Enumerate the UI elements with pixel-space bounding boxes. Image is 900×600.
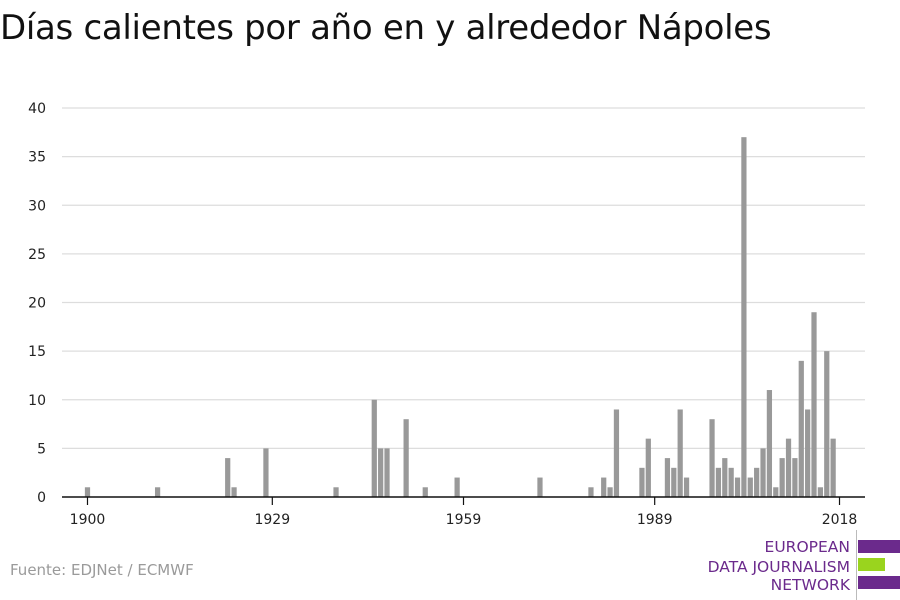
x-tick-label: 1989 xyxy=(637,512,673,528)
bar xyxy=(773,487,779,497)
bar xyxy=(798,360,804,497)
bar xyxy=(225,458,231,497)
bar xyxy=(454,477,460,497)
bar xyxy=(747,477,753,497)
x-tick-label: 1900 xyxy=(70,512,106,528)
y-tick-label: 5 xyxy=(37,441,46,457)
bar xyxy=(613,409,620,497)
bar xyxy=(741,137,747,498)
bar xyxy=(817,487,824,497)
logo-bar-top xyxy=(858,540,900,553)
gridlines xyxy=(62,107,865,450)
bar xyxy=(722,458,728,497)
y-tick-label: 40 xyxy=(28,101,46,117)
logo-bar-bottom xyxy=(858,576,900,589)
bar xyxy=(371,399,377,497)
bar xyxy=(607,487,613,497)
bar xyxy=(824,351,830,497)
bar xyxy=(263,448,269,497)
bar xyxy=(766,390,773,497)
bar xyxy=(537,477,543,497)
bar xyxy=(333,487,339,497)
y-tick-label: 0 xyxy=(37,490,46,506)
logo-bar-middle xyxy=(858,558,885,571)
x-axis xyxy=(62,496,865,505)
bar xyxy=(734,477,741,497)
y-tick-label: 30 xyxy=(28,198,46,214)
bar xyxy=(639,467,645,497)
x-tick-label: 1929 xyxy=(254,512,290,528)
bar xyxy=(709,419,715,497)
bar xyxy=(588,487,594,497)
bar xyxy=(664,458,671,497)
bar xyxy=(231,487,237,497)
bar xyxy=(403,419,409,497)
bar xyxy=(677,409,683,497)
bar xyxy=(792,458,798,497)
bar xyxy=(830,438,836,497)
bar xyxy=(683,477,690,497)
bar xyxy=(715,467,722,497)
logo-line-1: EUROPEAN xyxy=(764,538,850,556)
edjnet-logo: EUROPEAN DATA JOURNALISM NETWORK xyxy=(700,530,900,600)
bar xyxy=(378,448,384,497)
bar xyxy=(384,448,390,497)
bar xyxy=(779,458,785,497)
bars xyxy=(84,137,836,498)
bar xyxy=(760,448,766,497)
bar xyxy=(805,409,811,497)
bar xyxy=(422,487,428,497)
bar xyxy=(785,438,792,497)
bar xyxy=(645,438,651,497)
y-tick-label: 10 xyxy=(28,393,46,409)
bar xyxy=(154,487,161,497)
y-tick-labels: 0 5 10 15 20 25 30 35 40 xyxy=(28,101,46,506)
bar xyxy=(84,487,91,497)
bar xyxy=(811,312,817,497)
y-tick-label: 25 xyxy=(28,247,46,263)
bar xyxy=(728,467,734,497)
x-tick-label: 1959 xyxy=(446,512,482,528)
y-tick-label: 20 xyxy=(28,296,46,312)
y-tick-label: 15 xyxy=(28,344,46,360)
bar xyxy=(754,467,760,497)
y-tick-label: 35 xyxy=(28,150,46,166)
logo-separator xyxy=(856,530,857,600)
x-tick-labels: 1900 1929 1959 1989 2018 xyxy=(70,512,858,528)
logo-line-2: DATA JOURNALISM xyxy=(707,558,850,576)
bar xyxy=(601,477,607,497)
bar xyxy=(671,467,677,497)
source-note: Fuente: EDJNet / ECMWF xyxy=(10,561,194,579)
logo-line-3: NETWORK xyxy=(770,576,850,594)
x-tick-label: 2018 xyxy=(822,512,858,528)
chart-title: Días calientes por año en y alrededor Ná… xyxy=(0,8,772,48)
